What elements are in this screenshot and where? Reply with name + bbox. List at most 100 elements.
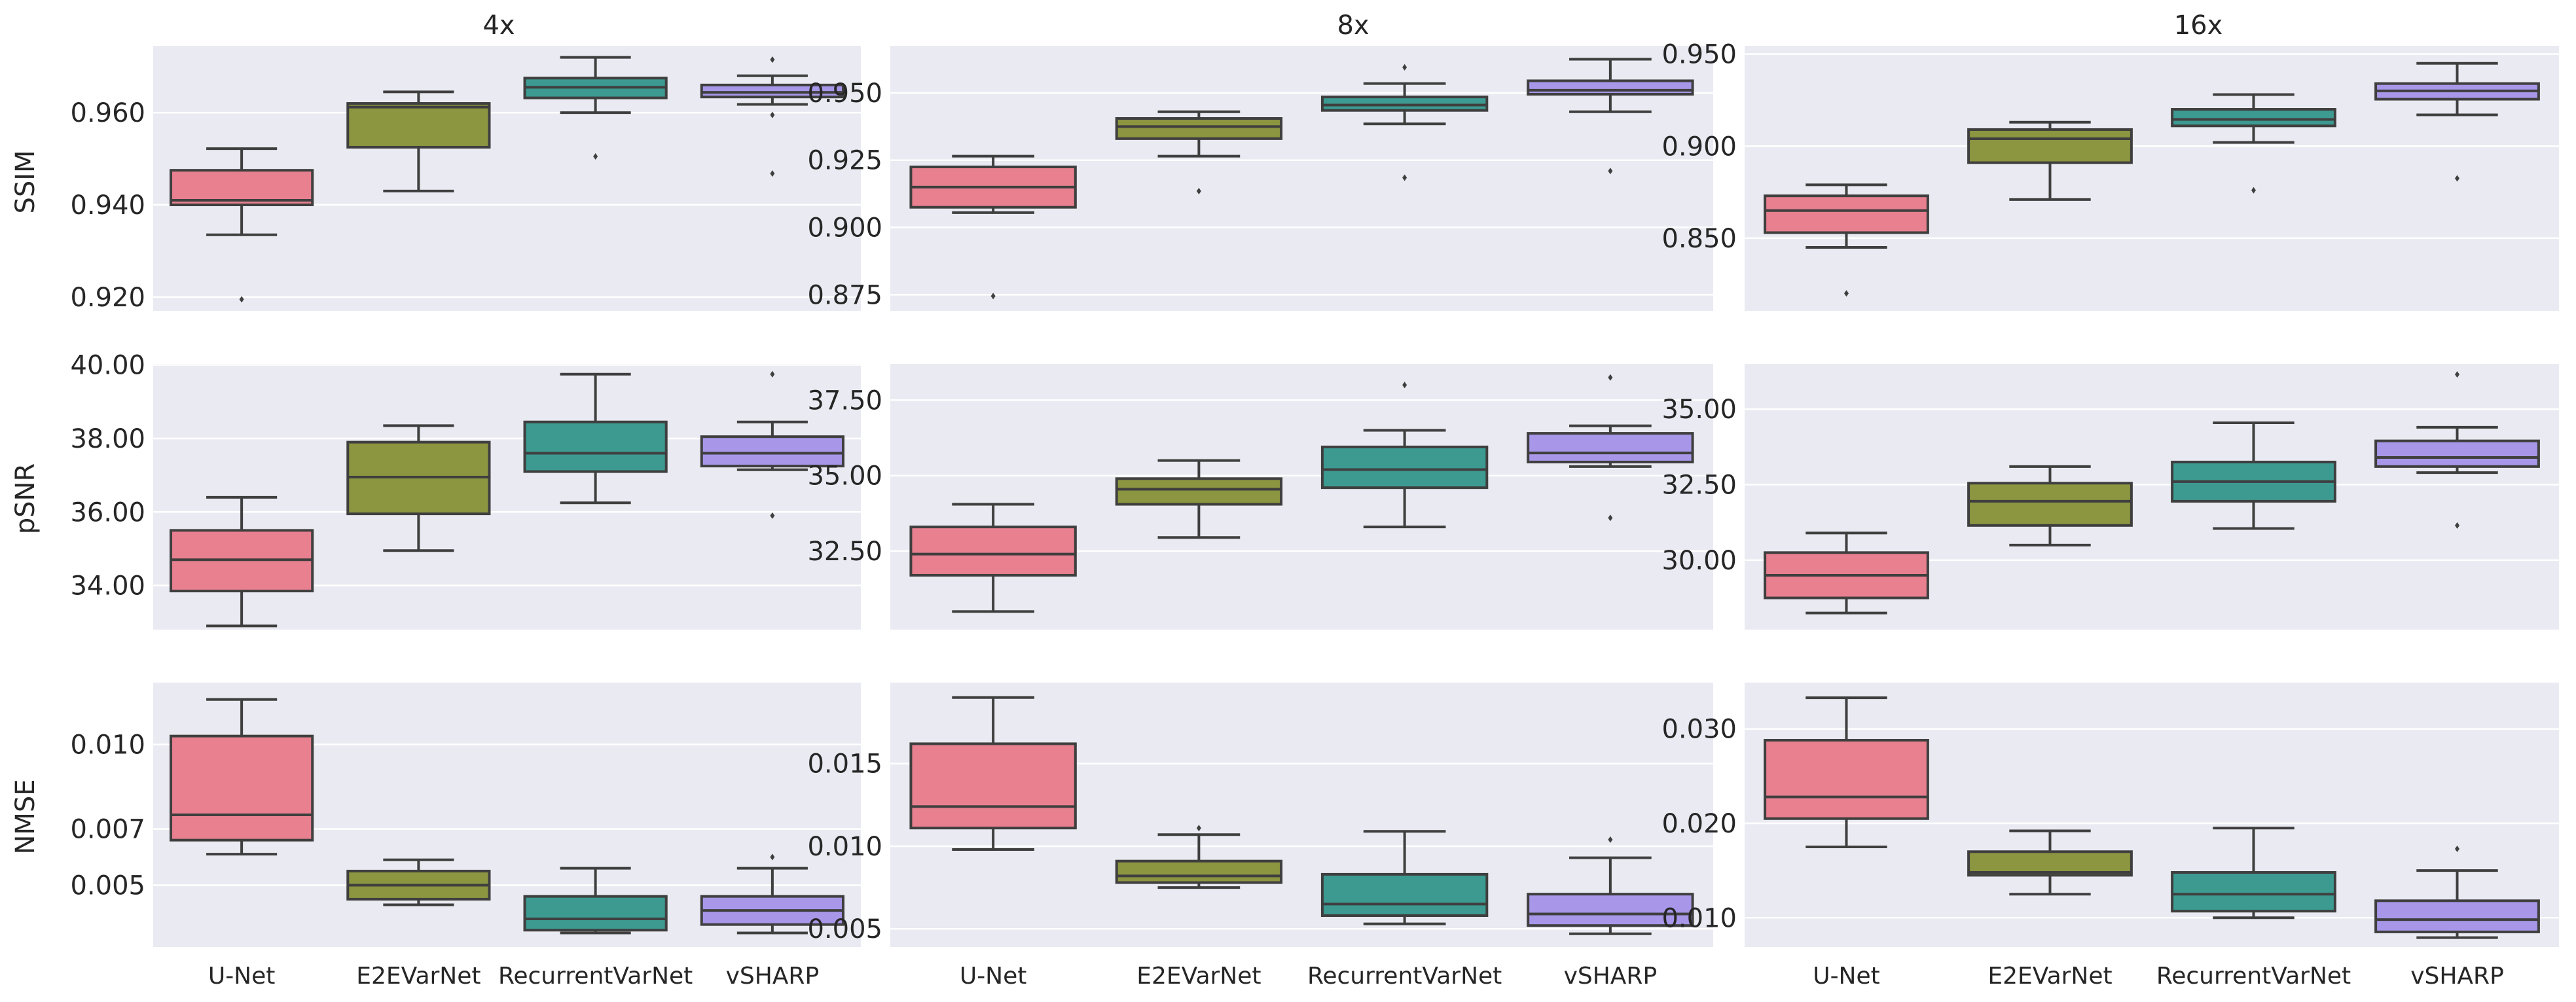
box-u-net (909, 503, 1077, 613)
x-tick-label: vSHARP (726, 963, 820, 990)
box-iqr (909, 526, 1077, 577)
box-u-net (1764, 183, 1929, 297)
box-iqr (1115, 477, 1283, 506)
box-iqr (2171, 871, 2336, 913)
y-tick-label: 35.00 (807, 461, 882, 492)
y-tick-label: 32.50 (807, 537, 882, 567)
panel-nmse-4x: 0.005 0.007 0.010 U-Net E2EVarNet RecurrentVa… (70, 683, 861, 990)
outlier-point (2251, 187, 2256, 194)
box-u-net (1764, 531, 1929, 615)
box-iqr (700, 83, 844, 99)
box-iqr (523, 895, 668, 932)
plot-area (890, 364, 1713, 630)
y-tick-label: 0.005 (70, 870, 145, 901)
y-tick-label: 38.00 (70, 424, 145, 454)
y-tick-label: 37.50 (807, 385, 882, 416)
y-tick-label: 0.925 (807, 146, 882, 176)
box-iqr (2374, 439, 2540, 468)
y-tick-label: 0.010 (807, 832, 882, 862)
box-iqr (523, 420, 668, 473)
box-e2evarnet (1115, 110, 1283, 195)
outlier-point (2455, 175, 2459, 182)
box-iqr (2171, 108, 2336, 128)
box-iqr (1115, 117, 1283, 140)
y-tick-label: 0.007 (70, 814, 145, 844)
box-iqr (1764, 194, 1929, 234)
box-u-net (909, 696, 1077, 851)
box-recurrentvarnet (1320, 63, 1489, 181)
box-iqr (1320, 96, 1489, 112)
outlier-point (1608, 514, 1613, 522)
row-label-nmse: NMSE (10, 779, 41, 854)
y-tick-label: 0.005 (807, 914, 882, 944)
box-recurrentvarnet (523, 372, 668, 505)
outlier-point (2455, 845, 2459, 852)
x-tick-label: RecurrentVarNet (2156, 963, 2351, 990)
box-iqr (1764, 739, 1929, 820)
box-vsharp (700, 56, 844, 177)
y-tick-label: 0.940 (70, 190, 145, 221)
y-tick-label: 0.920 (70, 283, 145, 313)
y-tick-label: 0.850 (1661, 224, 1737, 254)
y-tick-label: 0.030 (1661, 715, 1737, 745)
column-titles: 4x 8x 16x (482, 10, 2222, 41)
box-u-net (170, 495, 314, 628)
outlier-point (770, 170, 775, 177)
box-vsharp (1527, 58, 1694, 175)
box-e2evarnet (346, 858, 491, 906)
box-e2evarnet (1967, 465, 2133, 546)
panel-nmse-8x: 0.005 0.010 0.015 U-Net E2EVarNet RecurrentVa… (807, 683, 1713, 990)
outlier-point (2455, 371, 2459, 378)
box-recurrentvarnet (1320, 830, 1489, 925)
box-vsharp (1527, 836, 1694, 935)
panel-psnr-16x: 30.00 32.50 35.00 (1661, 364, 2559, 630)
column-title-8x: 8x (1337, 10, 1369, 41)
box-vsharp (700, 853, 844, 935)
y-tick-label: 34.00 (70, 571, 145, 601)
outlier-point (1196, 188, 1201, 195)
row-label-ssim: SSIM (10, 150, 41, 213)
x-tick-label: E2EVarNet (1987, 963, 2112, 990)
panel-ssim-4x: 0.920 0.940 0.960 (70, 46, 861, 313)
outlier-point (1402, 63, 1407, 71)
box-iqr (346, 102, 491, 149)
y-tick-label: 32.50 (1661, 471, 1737, 501)
outlier-point (1402, 382, 1407, 389)
y-tick-label: 0.020 (1661, 809, 1737, 839)
box-recurrentvarnet (2171, 421, 2336, 530)
outlier-point (770, 853, 775, 861)
row-label-psnr: pSNR (10, 463, 41, 535)
box-u-net (170, 698, 314, 856)
box-u-net (170, 147, 314, 303)
box-iqr (1527, 893, 1694, 927)
x-tick-label: RecurrentVarNet (1307, 963, 1502, 990)
box-e2evarnet (1115, 459, 1283, 539)
panel-psnr-4x: 34.00 36.00 38.00 40.00 (70, 351, 861, 630)
box-vsharp (1527, 374, 1694, 522)
box-iqr (909, 742, 1077, 830)
outlier-point (990, 293, 996, 300)
box-e2evarnet (1115, 825, 1283, 889)
panel-psnr-8x: 32.50 35.00 37.50 (807, 364, 1713, 630)
outlier-point (770, 370, 775, 378)
y-tick-label: 0.900 (1661, 132, 1737, 162)
panels: 0.9200.9400.9600.8750.9000.9250.9500.850… (70, 40, 2559, 990)
outlier-point (1844, 290, 1849, 297)
box-iqr (1967, 128, 2133, 164)
panel-nmse-16x: 0.010 0.020 0.030 U-Net E2EVarNet RecurrentVa… (1661, 683, 2559, 990)
y-tick-label: 0.950 (807, 79, 882, 109)
x-tick-label: RecurrentVarNet (498, 963, 693, 990)
box-iqr (2374, 899, 2540, 933)
box-recurrentvarnet (523, 56, 668, 160)
box-e2evarnet (1967, 120, 2133, 201)
outlier-point (1608, 836, 1613, 843)
box-recurrentvarnet (523, 867, 668, 935)
outlier-point (1196, 825, 1201, 832)
y-tick-label: 40.00 (70, 351, 145, 381)
outlier-point (593, 153, 598, 160)
outlier-point (1608, 168, 1613, 175)
y-tick-label: 0.015 (807, 749, 882, 779)
y-tick-label: 0.960 (70, 98, 145, 128)
box-iqr (1527, 79, 1694, 96)
